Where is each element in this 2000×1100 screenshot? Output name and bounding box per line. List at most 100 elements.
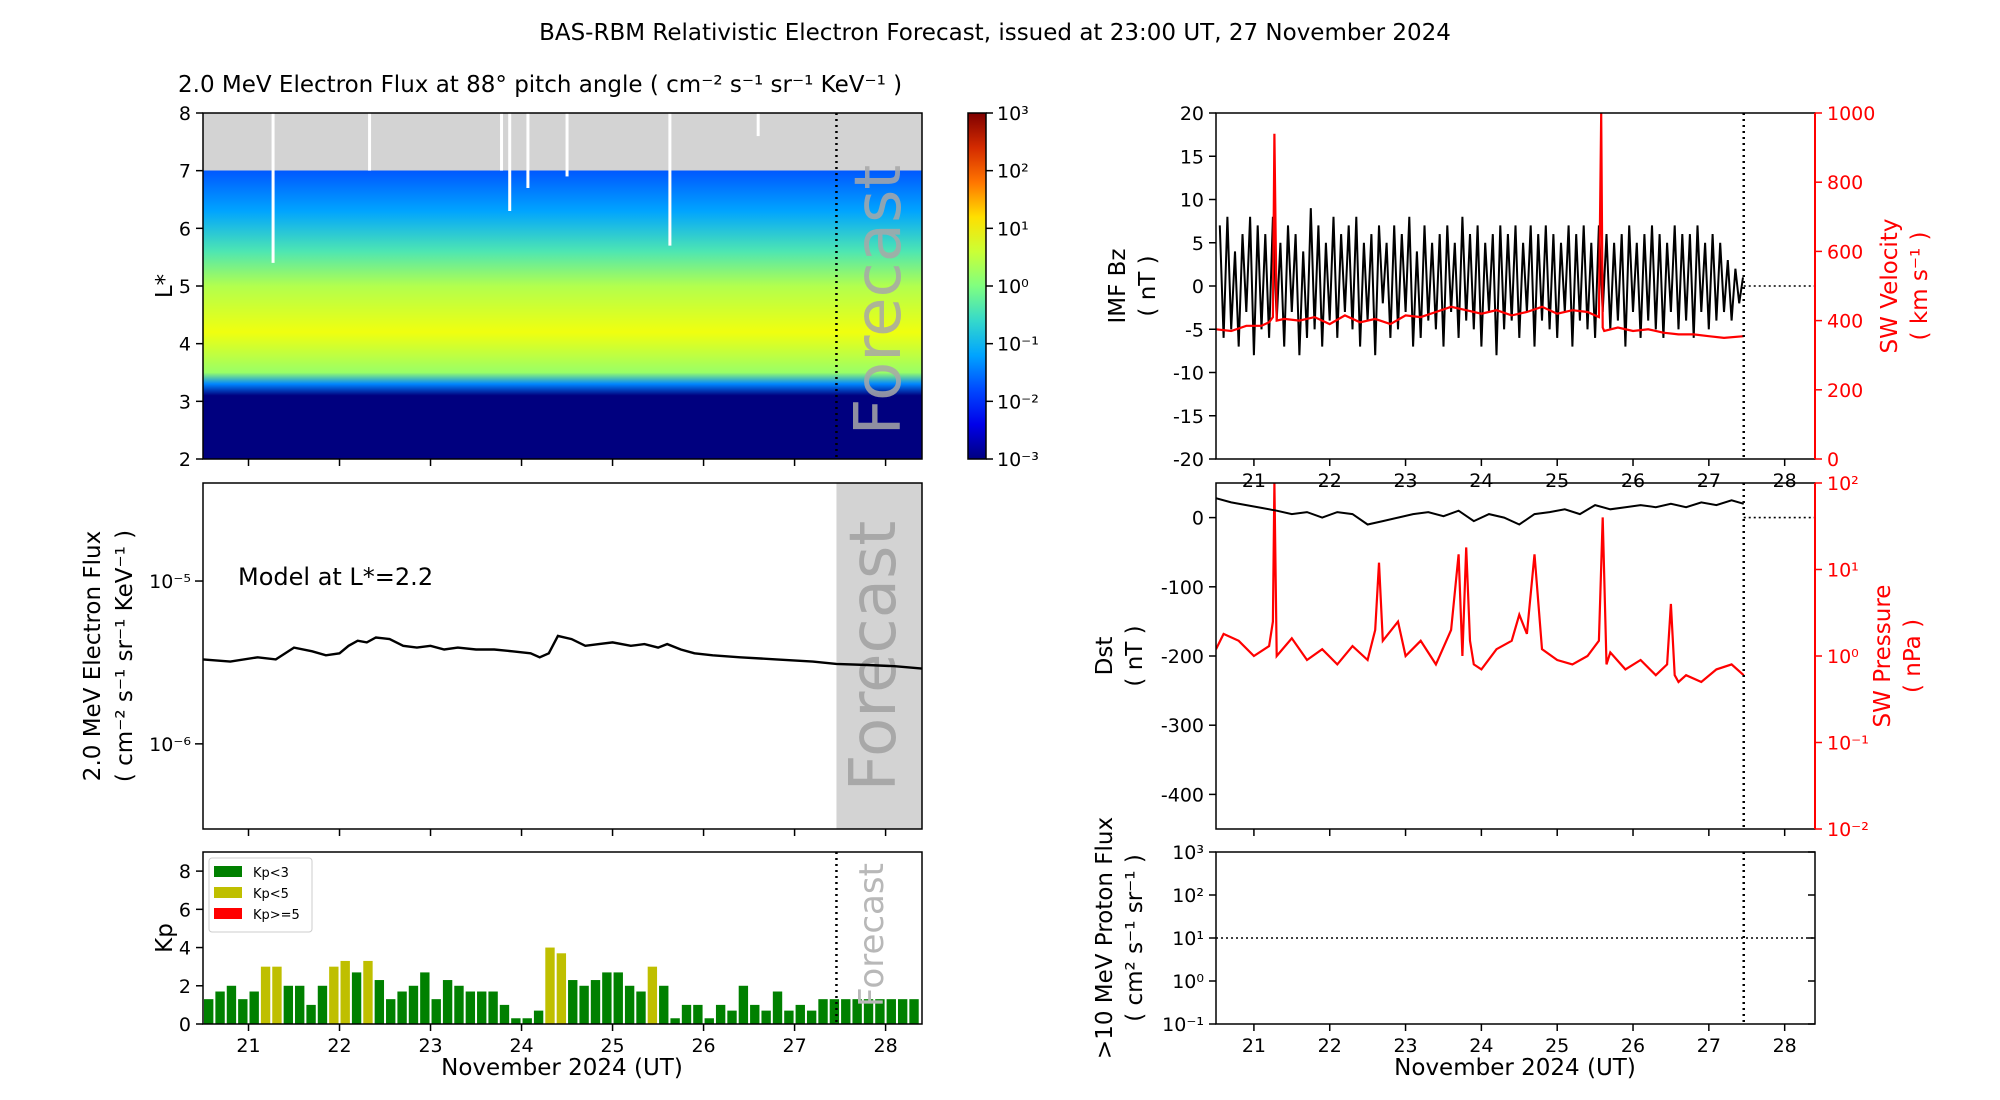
kp-bar [636,991,646,1024]
kp-bar [647,966,658,1024]
sw-velocity-tick-label: 0 [1827,449,1839,471]
flux-map-y-axis: 2 3 4 5 6 7 8 [179,103,203,471]
proton-x-tick-label: 26 [1621,1035,1645,1057]
flux-line-y-tick-label: 10⁻⁵ [149,571,191,593]
dst-y-tick-label: 0 [1192,508,1204,530]
kp-bar [488,991,498,1024]
kp-bar [351,972,362,1024]
kp-bar [340,960,350,1024]
dst-frame [1215,482,1816,830]
flux-map-y-tick-label: 6 [179,218,191,240]
imf-x-tick-label: 22 [1318,470,1342,492]
kp-bar [602,972,612,1024]
sw-pressure-series [1216,483,1745,684]
kp-bar [249,991,259,1024]
flux-map-y-tick-label: 5 [179,276,191,298]
kp-bar [659,985,669,1024]
imf-x-tick-label: 21 [1242,470,1266,492]
colorbar-tick-label: 10⁰ [997,276,1029,298]
sw-pressure-label: SW Pressure [1870,585,1896,728]
sw-pressure-tick-label: 10¹ [1827,560,1859,582]
imf-y-tick-label: -5 [1185,319,1204,341]
proton-x-axis: 21 22 23 24 25 26 27 28 [1242,1024,1797,1057]
kp-legend-label-low: Kp<3 [253,866,289,881]
proton-y-tick-label: 10⁰ [1172,971,1204,993]
sw-velocity-tick-label: 800 [1827,172,1863,194]
kp-bar [738,985,749,1024]
dst-series-group [1216,483,1745,684]
dst-y-tick-label: -300 [1161,715,1204,737]
flux-map-y-tick-label: 3 [179,391,191,413]
kp-bar [852,999,862,1024]
dst-ylabel: Dst [1092,637,1118,676]
kp-legend: Kp<3 Kp<5 Kp>=5 [208,857,313,933]
sw-pressure-units: ( nPa ) [1900,619,1926,693]
kp-y-tick-label: 8 [179,861,191,883]
kp-y-tick-label: 4 [179,938,191,960]
proton-y-tick-label: 10² [1172,885,1204,907]
flux-map-y-tick-label: 2 [179,449,191,471]
proton-x-tick-label: 22 [1318,1035,1342,1057]
kp-forecast-label: Forecast [852,863,892,1007]
kp-bar [715,1004,726,1024]
kp-y-axis: 0 2 4 6 8 [179,861,203,1036]
sw-pressure-axis: 10⁻² 10⁻¹ 10⁰ 10¹ 10² [1815,473,1869,841]
kp-bar [465,991,476,1024]
kp-bar [454,985,464,1024]
kp-bar [295,985,305,1024]
kp-ylabel: Kp [152,923,178,953]
kp-bar [283,985,294,1024]
sw-pressure-tick-label: 10⁰ [1827,646,1859,668]
sw-velocity-units: ( km s⁻¹ ) [1907,232,1933,341]
kp-bar [613,972,623,1024]
kp-bar [238,999,248,1024]
kp-bar [499,1004,510,1024]
kp-bar [442,980,453,1024]
kp-bar [761,1010,771,1024]
colorbar-tick-label: 10¹ [997,218,1029,240]
kp-legend-swatch-high [214,908,242,919]
dst-y-tick-label: -100 [1161,577,1204,599]
imf-y-tick-label: -15 [1173,406,1204,428]
proton-ylabel-units: ( cm² s⁻¹ sr⁻¹ ) [1122,854,1148,1022]
imf-y-tick-label: 20 [1180,103,1204,125]
imf-ylabel-units: ( nT ) [1135,255,1161,316]
flux-map-forecast-label: Forecast [842,165,916,436]
kp-bar [624,985,635,1024]
figure-title: BAS-RBM Relativistic Electron Forecast, … [539,20,1451,46]
kp-bar [317,985,328,1024]
imf-x-tick-label: 27 [1697,470,1721,492]
imf-x-tick-label: 24 [1469,470,1493,492]
kp-bar [818,999,828,1024]
flux-line-forecast-region [836,483,922,829]
kp-x-tick-label: 24 [509,1035,533,1057]
sw-pressure-tick-label: 10⁻² [1827,819,1869,841]
flux-line-annotation: Model at L*=2.2 [238,563,433,591]
flux-map-data-gaps [271,113,760,263]
proton-y-tick-label: 10⁻¹ [1162,1014,1204,1036]
kp-bar [863,999,874,1024]
kp-bar [431,999,441,1024]
colorbar [967,112,987,460]
proton-panel: 10⁻¹ 10⁰ 10¹ 10² 10³ 21 22 23 24 25 26 27 28 >10 Me… [1092,817,1816,1081]
kp-x-tick-label: 22 [327,1035,351,1057]
kp-x-tick-label: 27 [782,1035,806,1057]
kp-x-tick-label: 26 [691,1035,715,1057]
flux-line-y-axis: 10⁻⁶ 10⁻⁵ [149,571,203,756]
proton-x-tick-label: 28 [1773,1035,1797,1057]
kp-bar [215,991,225,1024]
imf-y-tick-label: 15 [1180,146,1204,168]
dst-series [1216,497,1744,526]
kp-bar [204,999,214,1024]
kp-bar [556,953,567,1024]
kp-legend-label-mid: Kp<5 [253,887,289,902]
kp-bar [704,1018,714,1024]
kp-bar [681,1004,692,1024]
flux-map-panel: 2.0 MeV Electron Flux at 88° pitch angle… [152,72,1039,471]
colorbar-tick-label: 10⁻² [997,391,1039,413]
colorbar-tick-label: 10⁻³ [997,449,1039,471]
colorbar-tick-label: 10³ [997,103,1029,125]
